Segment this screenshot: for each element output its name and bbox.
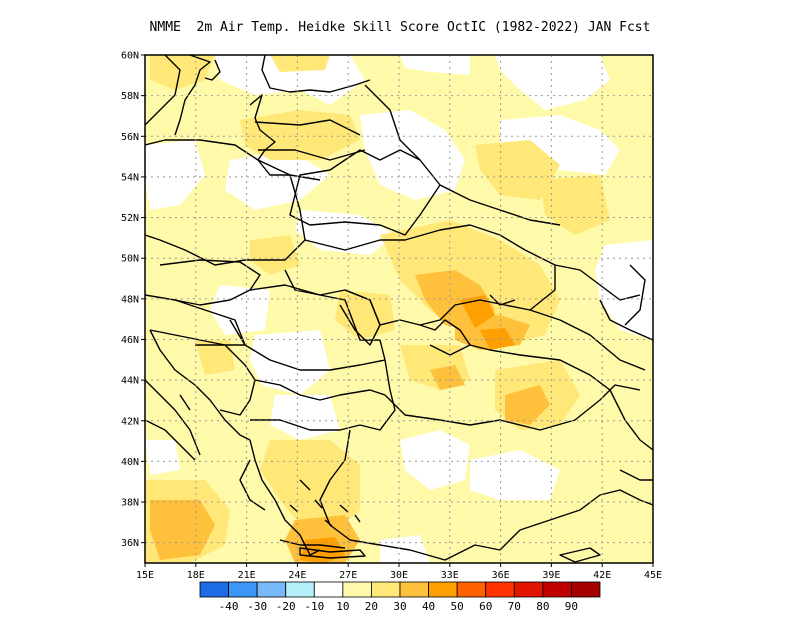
coastlines-borders [145, 55, 653, 563]
colorbar-label: -40 [219, 600, 239, 613]
colorbar-swatch [485, 581, 515, 598]
colorbar-swatch [513, 581, 544, 598]
colorbar-swatch [571, 581, 601, 598]
map-title: NMME 2m Air Temp. Heidke Skill Score Oct… [149, 20, 651, 35]
lat-tick-label: 60N [121, 51, 139, 62]
colorbar-swatch [542, 581, 572, 598]
lat-tick-label: 40N [121, 457, 139, 468]
colorbar-swatch [399, 581, 429, 598]
lon-tick-label: 36E [492, 570, 510, 581]
lat-tick-label: 46N [121, 335, 139, 346]
lon-tick-label: 18E [187, 570, 205, 581]
shade-40-50 [300, 295, 515, 563]
axes: 60N 58N 56N 54N 52N 50N 48N 46N 44N 42N 40N 38N 36N 1… [121, 51, 662, 582]
colorbar-label: 90 [565, 600, 578, 613]
lat-tick-label: 56N [121, 132, 139, 143]
lon-tick-label: 21E [238, 570, 256, 581]
colorbar-label: 80 [536, 600, 549, 613]
colorbar-swatch [428, 581, 458, 598]
lat-tick-label: 54N [121, 172, 139, 183]
lon-tick-label: 45E [644, 570, 662, 581]
colorbar-label: 20 [365, 600, 378, 613]
lon-tick-label: 39E [542, 570, 560, 581]
shade-below-10 [145, 55, 653, 563]
colorbar-swatch [285, 581, 315, 598]
lat-tick-label: 50N [121, 254, 139, 265]
colorbar-label: 70 [508, 600, 521, 613]
colorbar-label: -20 [276, 600, 296, 613]
lat-tick-label: 36N [121, 538, 139, 549]
lon-tick-label: 27E [339, 570, 357, 581]
lon-tick-label: 15E [136, 570, 154, 581]
colorbar-swatch [228, 581, 258, 598]
colorbar-swatch [313, 581, 344, 598]
lon-tick-label: 24E [288, 570, 306, 581]
grid-lines [145, 55, 653, 563]
colorbar-label: 40 [422, 600, 435, 613]
colorbar-label: -10 [304, 600, 324, 613]
colorbar-swatch [256, 581, 287, 598]
colorbar: -40 -30 -20 -10 10 20 30 40 50 60 70 80 90 [199, 581, 601, 613]
colorbar-swatch [342, 581, 372, 598]
lat-tick-label: 58N [121, 91, 139, 102]
lat-tick-label: 44N [121, 376, 139, 387]
colorbar-label: 50 [451, 600, 464, 613]
colorbar-swatch [456, 581, 487, 598]
colorbar-label: 10 [336, 600, 349, 613]
lon-tick-label: 30E [390, 570, 408, 581]
shade-20-30 [145, 55, 610, 563]
lat-tick-label: 48N [121, 294, 139, 305]
lat-tick-label: 38N [121, 498, 139, 509]
colorbar-label: -30 [247, 600, 267, 613]
colorbar-swatch [371, 581, 401, 598]
lat-tick-label: 42N [121, 416, 139, 427]
colorbar-label: 30 [393, 600, 406, 613]
colorbar-label: 60 [479, 600, 492, 613]
colorbar-swatch [199, 581, 229, 598]
lon-tick-label: 33E [441, 570, 459, 581]
lon-tick-label: 42E [593, 570, 611, 581]
lat-tick-label: 52N [121, 213, 139, 224]
